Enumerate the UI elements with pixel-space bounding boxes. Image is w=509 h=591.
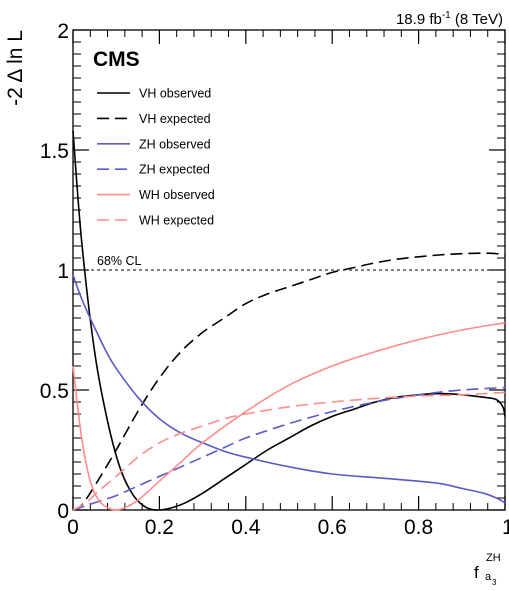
x-axis-label: fZH a3 [474,552,501,587]
legend-label-vh-expected: VH expected [139,112,211,126]
x-tick-label: 0.8 [404,516,433,539]
cl-68-label: 68% CL [97,254,142,268]
y-tick-label: 0.5 [40,380,69,403]
series-vh-observed [72,130,506,511]
experiment-label: CMS [93,48,140,71]
series-layer: 68% CL [72,130,506,511]
axes: 0 0.5 1 1.5 2 0 0.2 0.4 0.6 0.8 1 [40,20,509,539]
y-axis-label: -2 Δ ln L [4,30,27,106]
y-tick-label: 2 [57,20,69,43]
series-wh-expected [72,391,506,511]
series-wh-observed [72,322,506,511]
lumi-label: 18.9 fb-1 (8 TeV) [396,10,503,28]
y-tick-label: 0 [57,500,69,523]
legend-label-wh-observed: WH observed [139,188,215,202]
series-zh-observed [72,274,506,504]
legend-label-zh-expected: ZH expected [139,163,210,177]
legend: VH observed VH expected ZH observed ZH expe… [97,87,215,228]
x-tick-label: 1 [502,516,509,539]
series-vh-expected [72,252,506,511]
x-tick-label: 0.6 [318,516,347,539]
y-tick-label: 1.5 [40,140,69,163]
x-tick-label: 0 [67,516,79,539]
series-zh-expected [72,386,506,511]
x-tick-label: 0.4 [231,516,261,539]
x-tick-label: 0.2 [145,516,174,539]
legend-label-vh-observed: VH observed [139,87,211,101]
legend-label-wh-expected: WH expected [139,214,214,228]
legend-label-zh-observed: ZH observed [139,137,211,151]
y-tick-label: 1 [57,260,69,283]
